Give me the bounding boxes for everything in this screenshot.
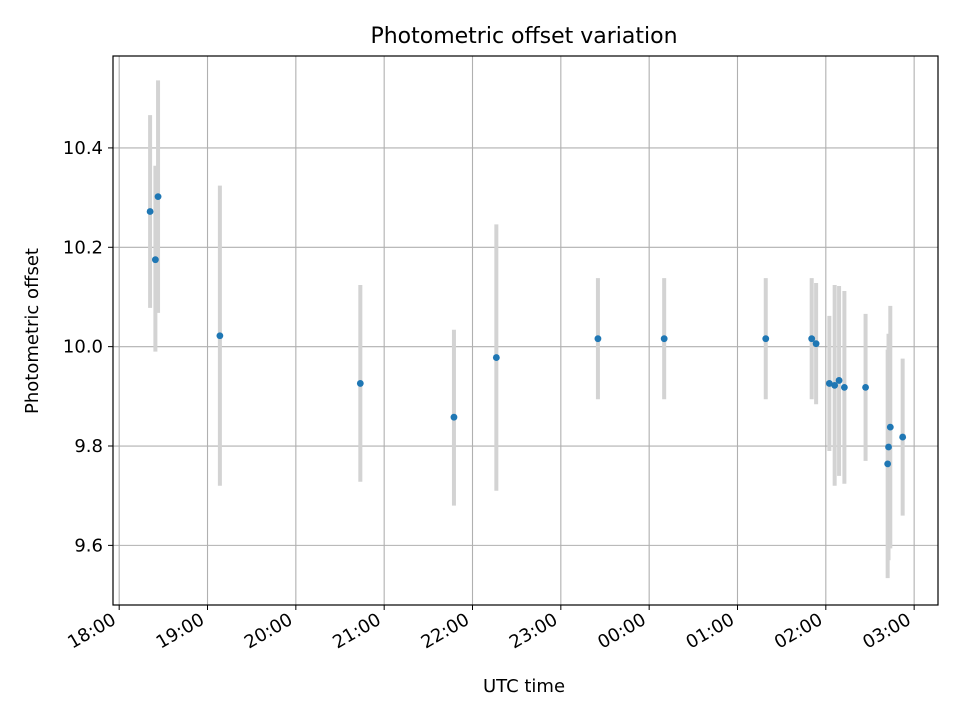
data-point — [835, 377, 843, 384]
y-tick-label: 10.0 — [63, 337, 103, 358]
x-tick-label: 03:00 — [859, 609, 914, 653]
data-point — [812, 340, 820, 348]
x-tick-label: 22:00 — [418, 609, 473, 653]
x-tick-label: 00:00 — [594, 609, 649, 653]
data-point — [356, 380, 364, 387]
grid — [113, 56, 938, 605]
data-point — [840, 383, 848, 391]
data-point — [762, 335, 770, 343]
x-tick-label: 19:00 — [153, 609, 208, 653]
data-point — [884, 460, 892, 468]
data-point — [899, 433, 907, 441]
data-point — [862, 383, 869, 391]
data-point — [808, 335, 816, 343]
x-tick-label: 02:00 — [771, 609, 826, 653]
y-axis-ticks: 9.6 9.8 10.0 10.2 10.4 — [63, 138, 113, 556]
data-point — [825, 380, 833, 387]
data-point — [660, 335, 668, 343]
data-point — [216, 332, 224, 340]
plot-frame — [112, 55, 939, 606]
data-points — [146, 193, 907, 468]
data-point — [886, 423, 894, 431]
data-point — [885, 443, 892, 451]
data-point — [151, 256, 159, 264]
y-tick-label: 10.4 — [63, 138, 103, 159]
x-axis-ticks: 18:00 19:00 20:00 21:00 22:00 23:00 00:00 01:00… — [64, 605, 915, 653]
data-point — [831, 382, 839, 389]
y-axis-label: Photometric offset — [22, 248, 43, 414]
data-point — [594, 335, 602, 343]
y-tick-label: 10.2 — [63, 237, 103, 258]
x-axis-label: UTC time — [483, 676, 565, 697]
y-tick-label: 9.8 — [74, 436, 103, 457]
x-tick-label: 18:00 — [64, 609, 119, 653]
chart-title: Photometric offset variation — [370, 24, 677, 49]
x-tick-label: 23:00 — [506, 609, 561, 653]
data-point — [450, 413, 458, 421]
x-tick-label: 20:00 — [241, 609, 296, 653]
x-tick-label: 21:00 — [329, 609, 384, 653]
y-tick-label: 9.6 — [74, 535, 103, 556]
data-point — [154, 193, 162, 201]
data-point — [146, 208, 154, 215]
data-point — [492, 354, 500, 361]
x-tick-label: 01:00 — [683, 609, 738, 653]
error-bars — [148, 80, 905, 579]
